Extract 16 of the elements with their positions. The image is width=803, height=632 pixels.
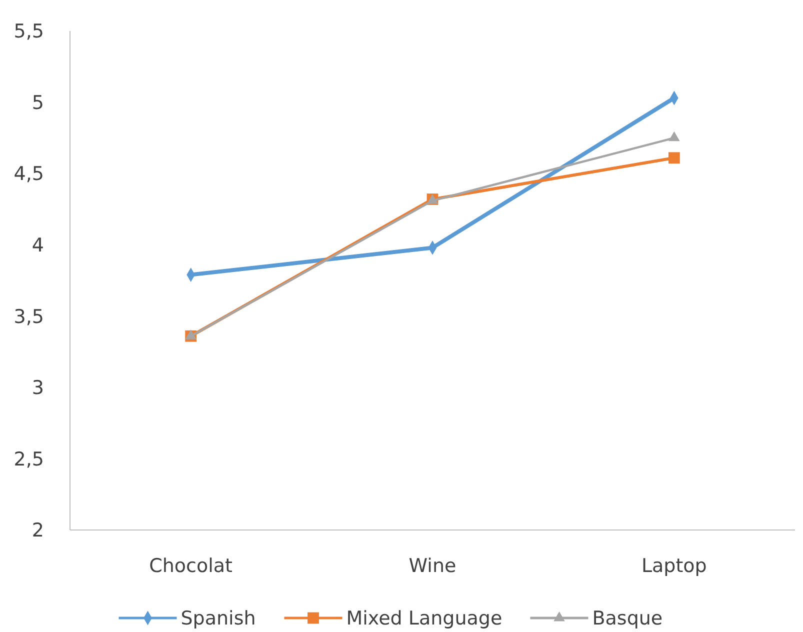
legend-label: Spanish — [180, 608, 256, 630]
y-tick-label: 4,5 — [14, 163, 44, 186]
y-tick-label: 2,5 — [14, 448, 44, 470]
y-tick-label: 4 — [32, 234, 44, 257]
legend-label: Mixed Language — [346, 608, 502, 630]
y-tick-label: 3,5 — [14, 306, 44, 328]
point — [668, 152, 680, 164]
y-tick-label: 5,5 — [14, 20, 44, 43]
x-tick-label: Laptop — [641, 555, 707, 577]
legend-label: Basque — [592, 608, 663, 630]
x-tick-label: Chocolat — [149, 555, 233, 577]
point — [185, 330, 196, 340]
y-tick-label: 5 — [32, 92, 44, 114]
y-tick-label: 2 — [32, 520, 44, 542]
x-tick-label: Wine — [408, 555, 456, 577]
y-tick-label: 3 — [32, 377, 44, 400]
